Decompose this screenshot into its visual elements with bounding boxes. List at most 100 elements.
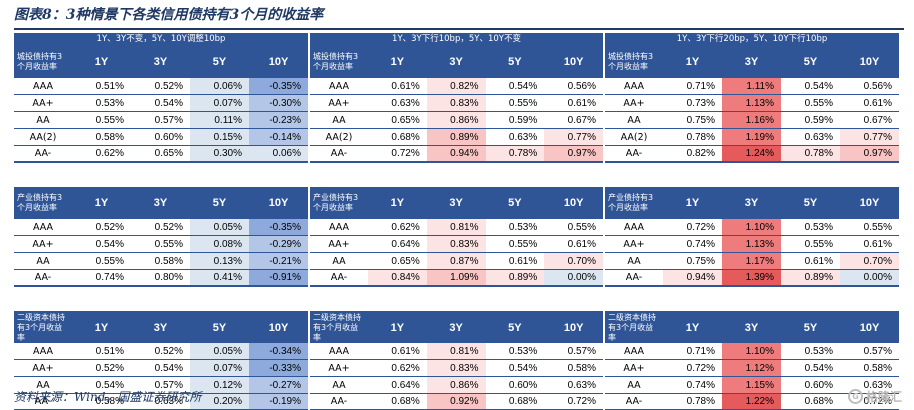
table-row: AA+ 0.72% 1.12% 0.54% 0.58% xyxy=(605,360,899,377)
table-row: AAA 0.51% 0.52% 0.06% -0.35% xyxy=(14,78,308,95)
yield-cell: 0.70% xyxy=(840,253,899,269)
yield-cell: -0.29% xyxy=(249,236,308,252)
yield-cell: 0.62% xyxy=(95,148,124,159)
yield-cell: 0.52% xyxy=(154,345,183,357)
yield-cell: 0.75% xyxy=(686,114,715,126)
section-gap xyxy=(310,163,603,174)
yield-cell: 0.06% xyxy=(249,146,308,161)
rating-label: AA xyxy=(36,379,50,391)
rating-label: AA+ xyxy=(32,362,54,374)
column-header: 5Y xyxy=(508,197,522,209)
yield-cell: 0.62% xyxy=(391,362,420,374)
yield-cell: 0.30% xyxy=(190,146,249,161)
yield-cell: -0.91% xyxy=(249,270,308,285)
yield-cell: 0.72% xyxy=(863,396,892,407)
yield-cell: 0.65% xyxy=(391,255,420,267)
yield-cell: 0.59% xyxy=(804,114,833,126)
yield-cell: 0.54% xyxy=(154,97,183,109)
column-header: 5Y xyxy=(803,322,818,334)
yield-cell: 0.65% xyxy=(154,148,183,159)
yield-cell: 0.86% xyxy=(426,112,486,128)
yield-cell: 0.71% xyxy=(686,345,715,357)
yield-cell: 1.10% xyxy=(722,219,781,235)
table-body: AAA 0.51% 0.52% 0.06% -0.35% AA+ 0.53% 0.54% 0.0… xyxy=(14,78,308,163)
yield-cell: 0.77% xyxy=(544,129,603,145)
yield-cell: 0.57% xyxy=(567,345,596,357)
column-header: 1Y xyxy=(685,56,700,68)
yield-cell: 0.06% xyxy=(190,78,249,94)
rating-label: AA- xyxy=(330,396,348,407)
yield-cell: 0.73% xyxy=(686,97,715,109)
yield-cell: 1.10% xyxy=(722,343,781,359)
yield-cell: 0.15% xyxy=(190,129,249,145)
column-header: 3Y xyxy=(449,197,463,209)
yield-cell: 0.63% xyxy=(567,379,596,391)
table-header: 产业债持有3个月收益率 1Y 3Y 5Y 10Y xyxy=(605,187,899,219)
rating-label: AA(2) xyxy=(29,131,57,143)
yield-cell: 0.80% xyxy=(154,272,183,283)
yield-cell: 0.60% xyxy=(508,379,538,391)
column-header: 10Y xyxy=(563,197,584,209)
column-header: 3Y xyxy=(449,322,463,334)
yield-cell: 1.22% xyxy=(722,394,781,409)
table-row: AA 0.55% 0.58% 0.13% -0.21% xyxy=(14,253,308,270)
yield-cell: 0.07% xyxy=(190,95,249,111)
rating-label: AAA xyxy=(328,345,350,357)
rating-label: AA- xyxy=(330,148,348,159)
yield-cell: 0.12% xyxy=(190,377,249,393)
yield-cell: 0.61% xyxy=(567,238,596,250)
column-header: 5Y xyxy=(508,322,522,334)
table-row: AA- 0.74% 0.80% 0.41% -0.91% xyxy=(14,270,308,287)
table-row: AA 0.75% 1.17% 0.61% 0.70% xyxy=(605,253,899,270)
table-header: 二级资本债持有3个月收益率 1Y 3Y 5Y 10Y xyxy=(14,311,308,343)
yield-cell: 0.82% xyxy=(426,78,486,94)
yield-cell: -0.23% xyxy=(249,112,308,128)
column-header: 10Y xyxy=(268,197,289,209)
yield-cell: 0.53% xyxy=(508,345,538,357)
yield-cell: 0.77% xyxy=(840,129,899,145)
yield-cell: 0.63% xyxy=(391,97,420,109)
column-header: 1Y xyxy=(390,322,405,334)
yield-cell: 0.55% xyxy=(804,97,833,109)
table-row: AA+ 0.62% 0.83% 0.54% 0.58% xyxy=(310,360,603,377)
yield-cell: 0.89% xyxy=(426,129,486,145)
table-row: AA- 0.62% 0.65% 0.30% 0.06% xyxy=(14,146,308,163)
table-header: 二级资本债持有3个月收益率 1Y 3Y 5Y 10Y xyxy=(310,311,603,343)
yield-cell: 0.54% xyxy=(95,379,124,391)
watermark: G 格隆汇 xyxy=(847,388,902,405)
yield-cell: 0.57% xyxy=(154,379,183,391)
scenario-panel-2: 1Y、3Y下行10bp，5Y、10Y不变 城投债持有3个月收益率 1Y 3Y 5Y 10Y… xyxy=(310,33,603,410)
rating-label: AAA xyxy=(623,80,645,92)
rating-label: AA- xyxy=(34,148,52,159)
table-row: AAA 0.52% 0.52% 0.05% -0.35% xyxy=(14,219,308,236)
yield-cell: 0.41% xyxy=(190,270,249,285)
table-corner-label: 二级资本债持有3个月收益率 xyxy=(17,313,65,342)
rating-label: AA+ xyxy=(623,97,645,109)
column-header: 1Y xyxy=(94,56,109,68)
rating-label: AA- xyxy=(330,272,348,283)
yield-cell: 0.71% xyxy=(686,80,715,92)
table-body: AAA 0.52% 0.52% 0.05% -0.35% AA+ 0.54% 0.55% 0.0… xyxy=(14,219,308,287)
table-body: AAA 0.71% 1.10% 0.53% 0.57% AA+ 0.72% 1.12% 0.54… xyxy=(605,343,899,410)
yield-cell: 0.57% xyxy=(154,114,183,126)
table-row: AAA 0.51% 0.52% 0.05% -0.34% xyxy=(14,343,308,360)
yield-cell: 0.94% xyxy=(426,146,486,161)
yield-cell: 0.53% xyxy=(804,221,833,233)
yield-cell: 1.24% xyxy=(722,146,781,161)
yield-cell: 1.11% xyxy=(722,78,781,94)
scenario-header-strip xyxy=(605,174,899,187)
section-gap xyxy=(14,287,308,298)
scenario-header-strip: 1Y、3Y下行20bp，5Y、10Y下行10bp xyxy=(605,33,899,46)
column-header: 10Y xyxy=(268,322,289,334)
yield-cell: 0.60% xyxy=(804,379,833,391)
rating-label: AA xyxy=(332,114,346,126)
table-row: AA+ 0.52% 0.54% 0.07% -0.33% xyxy=(14,360,308,377)
yield-cell: 0.87% xyxy=(426,253,486,269)
yield-cell: 0.61% xyxy=(567,97,596,109)
table-row: AA+ 0.64% 0.83% 0.55% 0.61% xyxy=(310,236,603,253)
yield-cell: 0.54% xyxy=(804,362,833,374)
yield-cell: 0.55% xyxy=(95,114,124,126)
table-row: AA 0.74% 1.15% 0.60% 0.63% xyxy=(605,377,899,394)
scenario-header-strip xyxy=(310,174,603,187)
yield-cell: 0.00% xyxy=(544,270,603,285)
